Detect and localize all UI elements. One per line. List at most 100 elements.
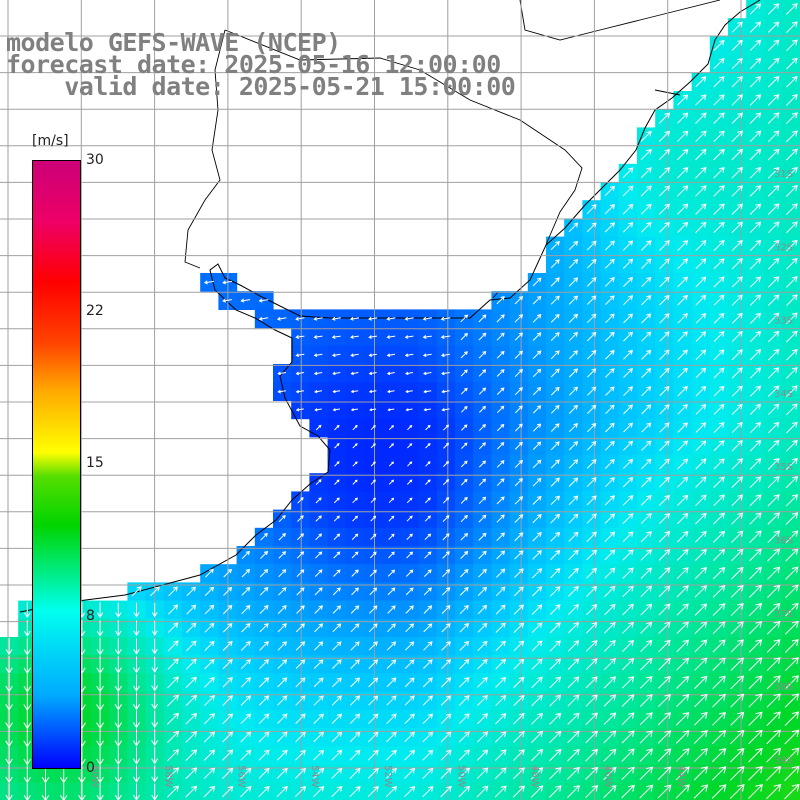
wind-arrow — [585, 640, 598, 652]
wind-arrow — [496, 550, 506, 560]
wind-arrow — [313, 749, 325, 761]
wind-arrow — [784, 639, 799, 653]
wind-arrow — [332, 408, 340, 412]
wind-arrow — [713, 130, 725, 143]
wind-arrow — [550, 459, 560, 469]
wind-arrow — [711, 784, 727, 799]
wind-arrow — [585, 694, 598, 707]
wind-arrow — [786, 257, 798, 270]
wind-arrow — [258, 677, 270, 688]
wind-arrow — [549, 658, 561, 670]
wind-arrow — [260, 550, 269, 559]
wind-arrow — [731, 530, 744, 543]
wind-arrow — [132, 765, 141, 783]
wind-arrow — [277, 695, 288, 706]
wind-arrow — [767, 148, 780, 161]
wind-arrow — [604, 549, 616, 561]
wind-arrow — [603, 784, 617, 799]
wind-arrow — [368, 335, 378, 339]
wind-arrow — [639, 784, 654, 799]
wind-arrow — [677, 94, 689, 106]
wind-arrow — [749, 221, 762, 234]
wind-arrow — [476, 713, 488, 725]
wind-arrow — [5, 728, 13, 748]
wind-arrow — [368, 623, 378, 633]
wind-arrow — [514, 459, 523, 469]
wind-arrow — [297, 515, 304, 522]
wind-arrow — [276, 749, 288, 761]
wind-arrow — [786, 276, 798, 288]
wind-arrow — [786, 57, 798, 70]
wind-arrow — [749, 39, 762, 52]
wind-arrow — [623, 349, 633, 360]
wind-arrow — [532, 513, 542, 524]
wind-arrow — [785, 584, 799, 599]
wind-arrow — [621, 784, 635, 799]
wind-arrow — [731, 221, 743, 234]
wind-arrow — [550, 350, 560, 360]
wind-arrow — [567, 785, 580, 798]
wind-arrow — [786, 385, 798, 397]
wind-arrow — [23, 783, 31, 800]
wind-arrow — [766, 675, 781, 690]
wind-arrow — [676, 621, 689, 634]
wind-arrow — [657, 784, 672, 799]
wind-arrow — [621, 766, 635, 781]
wind-arrow — [604, 585, 616, 597]
wind-arrow — [712, 657, 726, 671]
wind-arrow — [549, 622, 561, 634]
wind-arrow — [586, 495, 597, 506]
wind-arrow — [441, 623, 451, 633]
wind-arrow — [587, 386, 597, 396]
wind-arrow — [423, 389, 432, 394]
wind-arrow — [785, 512, 799, 525]
wind-arrow — [314, 623, 324, 633]
wind-arrow — [476, 767, 489, 780]
wind-arrow — [495, 658, 506, 670]
wind-arrow — [731, 112, 743, 124]
wind-arrow — [96, 783, 104, 800]
wind-arrow — [659, 331, 670, 342]
wind-arrow — [352, 515, 358, 522]
wind-arrow — [278, 533, 286, 541]
wind-arrow — [622, 203, 634, 215]
wind-arrow — [605, 422, 615, 433]
wind-arrow — [514, 368, 523, 378]
wind-arrow — [331, 731, 343, 743]
lat-label: 33S — [774, 316, 793, 327]
wind-arrow — [370, 533, 377, 540]
wind-arrow — [240, 641, 251, 651]
wind-arrow — [423, 408, 432, 412]
wind-arrow — [496, 405, 505, 414]
wind-arrow — [440, 335, 451, 340]
wind-arrow — [568, 386, 578, 396]
lat-label: 38S — [774, 682, 793, 693]
wind-arrow — [406, 515, 413, 522]
wind-arrow — [185, 676, 197, 688]
wind-arrow — [313, 767, 325, 779]
lon-label: 54W — [309, 765, 320, 788]
wind-arrow — [422, 731, 434, 743]
wind-arrow — [404, 353, 414, 358]
wind-arrow — [513, 694, 525, 707]
wind-arrow — [331, 749, 343, 761]
wind-arrow — [695, 494, 707, 507]
wind-arrow — [404, 785, 416, 798]
wind-arrow — [604, 477, 615, 488]
wind-arrow — [349, 713, 361, 724]
wind-arrow — [730, 621, 744, 635]
wind-arrow — [766, 783, 782, 800]
wind-arrow — [622, 621, 634, 634]
wind-arrow — [749, 330, 762, 343]
wind-arrow — [114, 728, 123, 747]
wind-arrow — [407, 461, 413, 467]
wind-arrow — [568, 222, 579, 233]
wind-arrow — [204, 658, 215, 670]
wind-arrow — [568, 585, 579, 597]
wind-arrow — [494, 785, 507, 798]
title-valid-date: valid date: 2025-05-21 15:00:00 — [6, 72, 516, 101]
wind-arrow — [748, 747, 763, 763]
wind-arrow — [368, 371, 377, 376]
wind-arrow — [477, 695, 488, 706]
wind-arrow — [386, 659, 397, 669]
